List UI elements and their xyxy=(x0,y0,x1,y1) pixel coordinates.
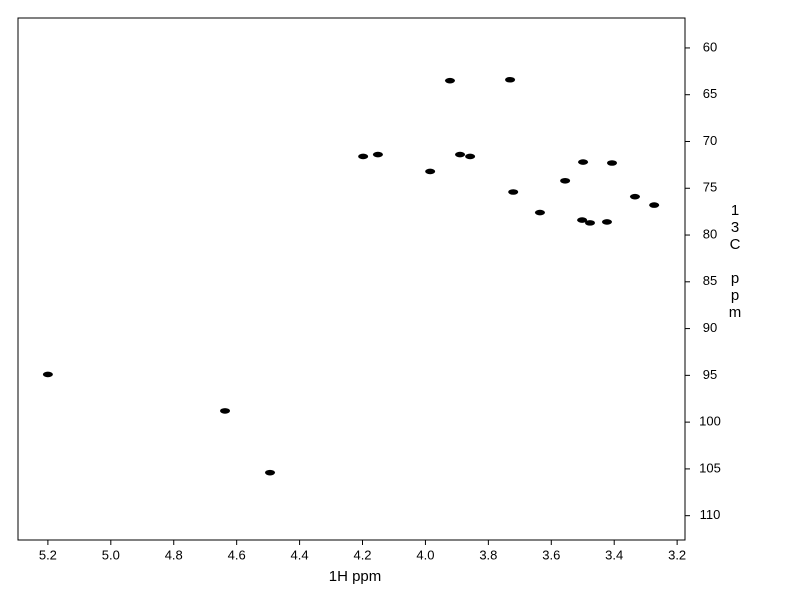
peak xyxy=(265,469,276,476)
peak xyxy=(601,219,612,225)
x-tick-label: 3.4 xyxy=(605,547,623,562)
y-tick-label: 60 xyxy=(703,39,717,54)
y-tick-label: 90 xyxy=(703,320,717,335)
y-tick-label: 70 xyxy=(703,133,717,148)
plot-frame xyxy=(17,17,686,541)
y-tick-label: 80 xyxy=(703,226,717,241)
y-tick-label: 95 xyxy=(703,367,717,382)
peak xyxy=(508,189,519,195)
y-tick-label: 75 xyxy=(703,180,717,195)
x-tick-label: 4.0 xyxy=(416,547,434,562)
x-tick-label: 3.6 xyxy=(542,547,560,562)
peak xyxy=(42,371,53,378)
y-tick-label: 105 xyxy=(699,460,721,475)
x-tick-label: 4.8 xyxy=(165,547,183,562)
x-tick-label: 5.2 xyxy=(39,547,57,562)
peak xyxy=(444,77,455,84)
x-tick-label: 3.2 xyxy=(668,547,686,562)
y-tick-label: 85 xyxy=(703,273,717,288)
peak xyxy=(534,209,545,216)
y-tick-label: 65 xyxy=(703,86,717,101)
x-tick-label: 4.4 xyxy=(291,547,309,562)
x-tick-label: 4.2 xyxy=(353,547,371,562)
peak xyxy=(649,202,660,208)
peak xyxy=(465,153,476,160)
peak xyxy=(220,408,231,414)
peak xyxy=(372,151,383,158)
x-tick-label: 3.8 xyxy=(479,547,497,562)
peak xyxy=(505,76,516,83)
peak xyxy=(577,217,588,223)
peak xyxy=(584,220,595,226)
x-tick-label: 5.0 xyxy=(102,547,120,562)
x-tick-label: 4.6 xyxy=(228,547,246,562)
peak xyxy=(560,177,571,184)
peak xyxy=(358,153,369,160)
x-axis-title: 1H ppm xyxy=(329,568,382,585)
y-tick-label: 110 xyxy=(700,507,721,522)
peak xyxy=(425,168,436,175)
y-axis-title: 13C ppm xyxy=(727,202,744,321)
y-tick-label: 100 xyxy=(699,414,721,429)
peak xyxy=(455,151,466,158)
peak xyxy=(629,193,640,200)
peak xyxy=(578,159,589,165)
peak xyxy=(607,160,618,166)
